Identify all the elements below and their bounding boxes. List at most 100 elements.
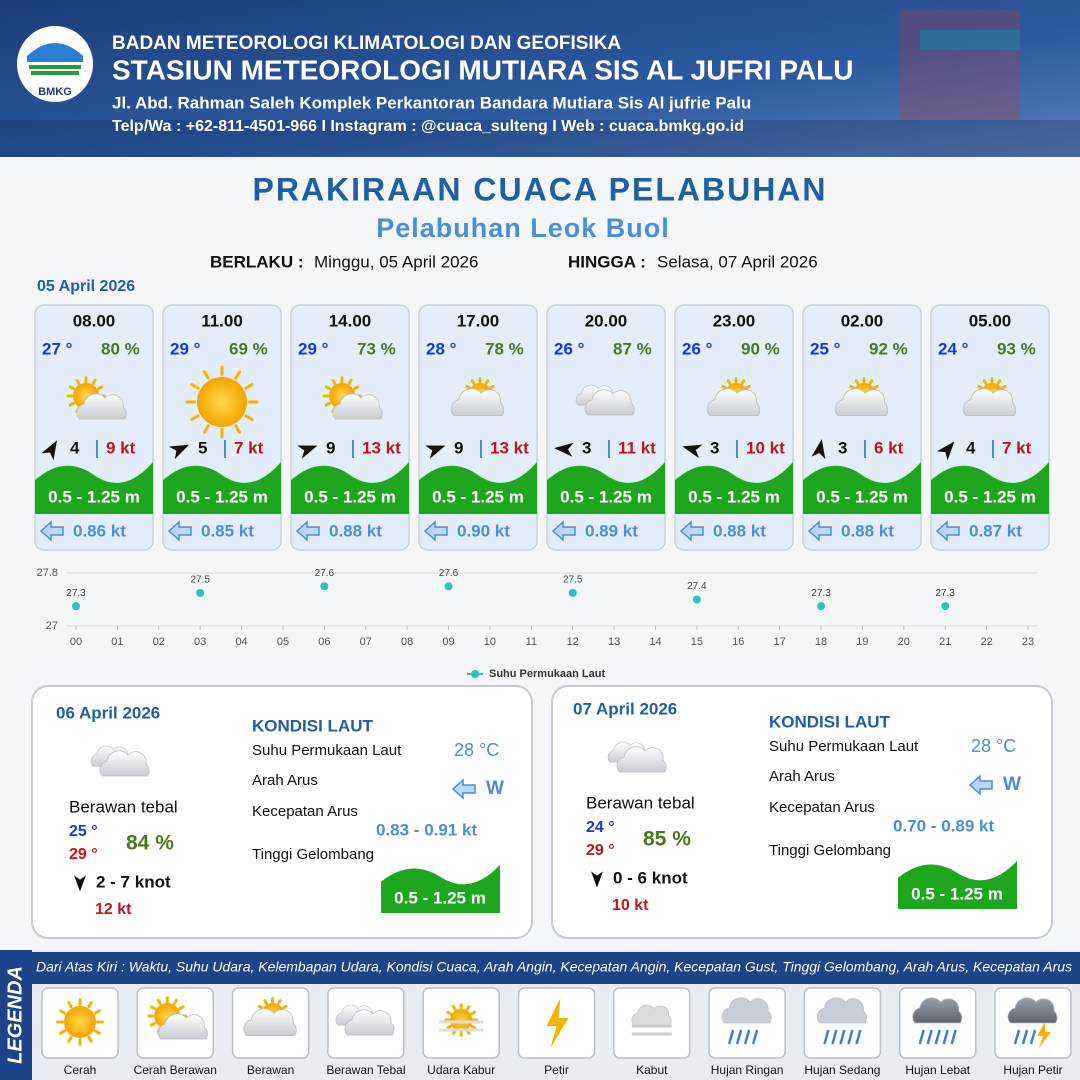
rain-drop xyxy=(942,1029,949,1045)
current-speed: 0.86 kt xyxy=(73,521,126,540)
wind-speed: 5 xyxy=(198,438,207,457)
y-tick-label: 27 xyxy=(46,620,58,632)
data-label: 27.3 xyxy=(66,588,86,599)
wind-speed: 4 xyxy=(70,438,80,457)
sun-ray xyxy=(470,379,476,386)
gust: 11 kt xyxy=(618,438,656,457)
sun-ray xyxy=(172,998,178,1006)
x-tick-label: 13 xyxy=(608,636,620,648)
sun-ray xyxy=(1000,384,1007,390)
data-point xyxy=(320,582,329,591)
sun-ray xyxy=(484,379,490,386)
wind-arrow xyxy=(811,439,826,460)
wave-shape xyxy=(675,462,793,514)
title: PRAKIRAAN CUACA PELABUHAN xyxy=(252,171,827,207)
cloud-icon xyxy=(1007,997,1058,1024)
day-date: 07 April 2026 xyxy=(573,699,677,718)
sst-value: 28 °C xyxy=(971,736,1016,756)
legend-item-label: Petir xyxy=(544,1063,569,1077)
sun-ray xyxy=(854,379,860,386)
sun-ray xyxy=(446,1024,453,1030)
humidity: 93 % xyxy=(997,339,1036,358)
wind-speed: 9 xyxy=(326,438,335,457)
current-arrow xyxy=(423,520,448,542)
valid-from: Minggu, 05 April 2026 xyxy=(314,252,478,271)
valid-until-label: HINGGA : xyxy=(568,252,646,271)
cloud-icon xyxy=(99,750,150,777)
sun-ray xyxy=(67,1035,73,1043)
sun-ray xyxy=(347,378,353,386)
sun-ray xyxy=(281,1004,288,1010)
station: STASIUN METEOROLOGI MUTIARA SIS AL JUFRI… xyxy=(112,54,854,85)
sun-ray xyxy=(721,384,728,390)
sun-ray xyxy=(87,1001,93,1009)
sun-disc xyxy=(64,1006,96,1038)
sun-ray xyxy=(446,1010,453,1016)
x-tick-label: 04 xyxy=(235,636,247,648)
temperature: 29 ° xyxy=(298,339,329,358)
cloud-shape xyxy=(99,750,150,777)
humidity: 69 % xyxy=(229,339,268,358)
cloud-icon xyxy=(631,1004,672,1026)
wind-range: 2 - 7 knot xyxy=(96,872,171,891)
sst-label: Suhu Permukaan Laut xyxy=(769,738,919,755)
sun-ray xyxy=(190,414,200,421)
data-label: 27.3 xyxy=(935,588,955,599)
wind-arrow xyxy=(168,444,190,460)
sun-ray xyxy=(59,1009,67,1015)
sun-ray xyxy=(68,401,76,407)
cloud-shape xyxy=(1007,997,1058,1024)
gust: 13 kt xyxy=(490,438,529,457)
bolt xyxy=(546,998,569,1048)
rain-drop xyxy=(1013,1029,1021,1045)
wave-height: 0.5 - 1.25 m xyxy=(176,487,268,506)
sea-title: KONDISI LAUT xyxy=(769,712,891,731)
sun-ray xyxy=(331,378,337,386)
sun-ray xyxy=(452,1005,457,1012)
cloud-shape xyxy=(243,1008,297,1037)
x-tick-label: 17 xyxy=(774,636,786,648)
sun-ray xyxy=(96,385,104,391)
x-tick-label: 10 xyxy=(484,636,496,648)
data-label: 27.3 xyxy=(811,588,831,599)
time: 05.00 xyxy=(969,311,1012,330)
temperature: 24 ° xyxy=(938,339,969,358)
sun-icon xyxy=(185,365,259,439)
temp-max: 29 ° xyxy=(69,846,98,863)
wave-shape xyxy=(35,462,153,514)
wave-shape xyxy=(547,462,665,514)
temperature: 25 ° xyxy=(810,339,841,358)
legend-item-label: Hujan Lebat xyxy=(905,1063,970,1077)
cloud-icon xyxy=(157,1013,208,1040)
x-tick-label: 14 xyxy=(649,636,661,648)
cloud-icon xyxy=(344,1009,395,1036)
wave-height: 0.5 - 1.25 m xyxy=(48,487,140,506)
current-speed: 0.85 kt xyxy=(201,521,254,540)
sun-ray xyxy=(977,384,984,390)
agency: BADAN METEOROLOGI KLIMATOLOGI DAN GEOFIS… xyxy=(112,33,621,54)
condition: Berawan tebal xyxy=(586,793,695,812)
sun-disc xyxy=(197,377,247,427)
wind-arrow xyxy=(936,441,955,461)
sun-ray xyxy=(465,1005,471,1012)
gust: 9 kt xyxy=(106,438,136,457)
sun-ray xyxy=(488,384,495,390)
legend-side xyxy=(0,950,32,1080)
sun-ray xyxy=(178,1005,185,1011)
cloud-icon xyxy=(243,1008,297,1037)
wind-arrow xyxy=(682,444,703,459)
legend-item-label: Hujan Ringan xyxy=(711,1063,784,1077)
wave-label: Tinggi Gelombang xyxy=(769,842,891,859)
humidity: 80 % xyxy=(101,339,140,358)
logo xyxy=(17,26,93,102)
legend-item-label: Cerah xyxy=(64,1063,97,1077)
rain-drop xyxy=(926,1029,933,1045)
rain-drop xyxy=(918,1029,925,1045)
cloud-icon xyxy=(817,997,867,1024)
x-tick-label: 01 xyxy=(111,636,123,648)
condition: Berawan tebal xyxy=(69,797,178,816)
temp-min: 24 ° xyxy=(586,819,615,836)
wave-shape xyxy=(381,865,500,913)
wind-speed: 3 xyxy=(838,438,847,457)
sun-icon xyxy=(56,998,104,1046)
